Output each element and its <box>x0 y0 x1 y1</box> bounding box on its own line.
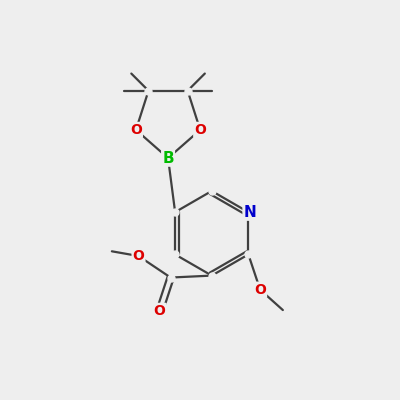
Text: O: O <box>254 283 266 297</box>
Text: O: O <box>154 304 166 318</box>
Text: N: N <box>244 205 256 220</box>
Text: O: O <box>132 249 144 263</box>
Text: B: B <box>162 150 174 166</box>
Text: O: O <box>194 123 206 137</box>
Text: O: O <box>130 123 142 137</box>
